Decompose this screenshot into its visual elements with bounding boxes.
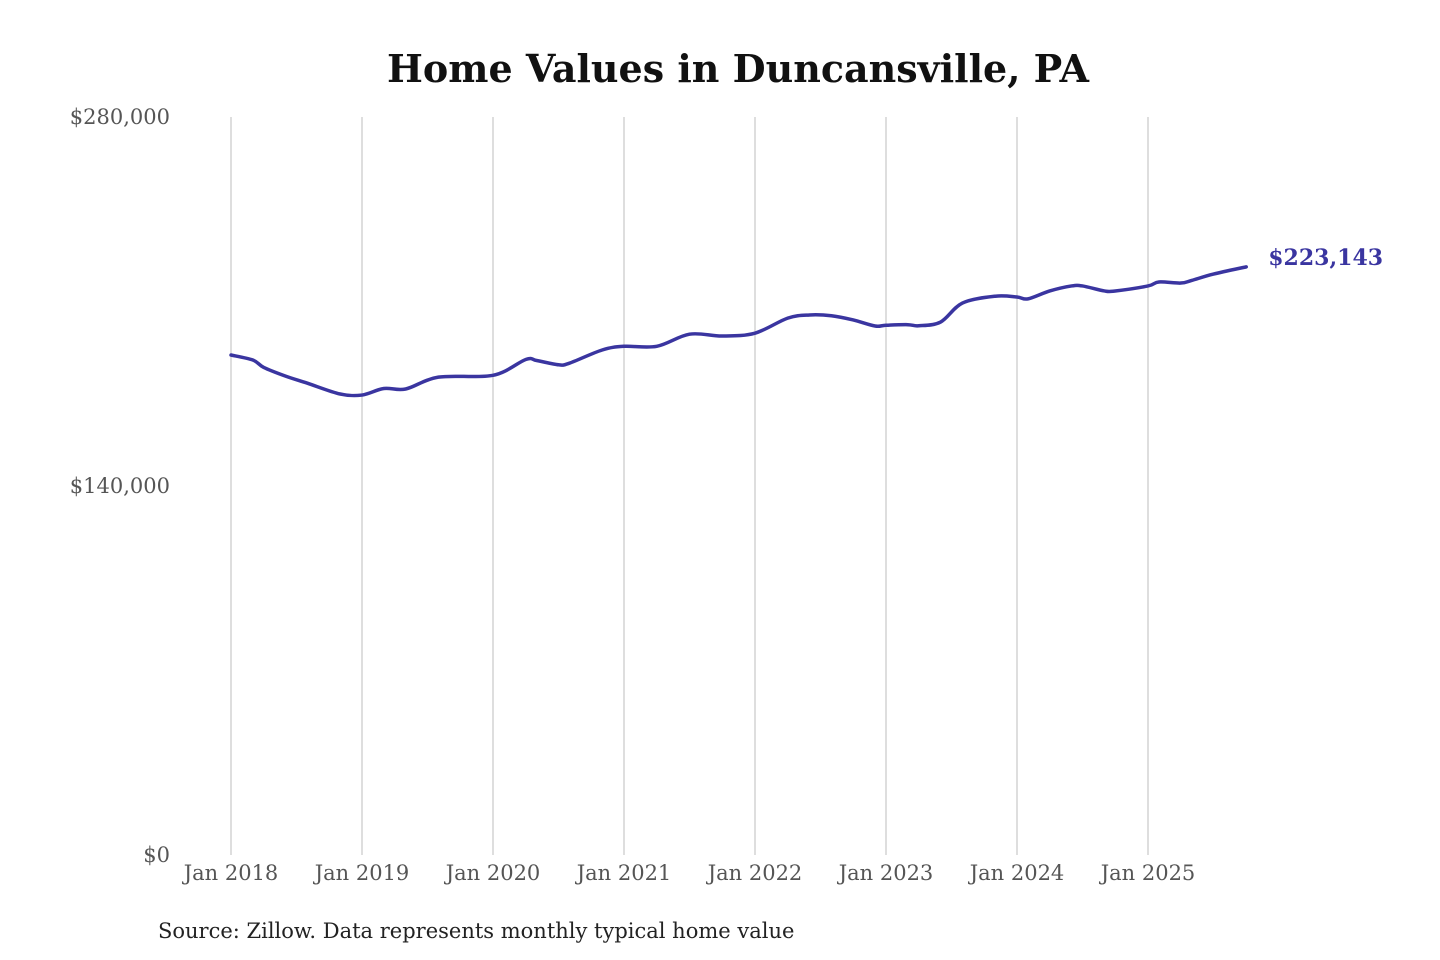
y-axis: $0 $140,000 $280,000: [70, 105, 170, 867]
x-tick-label: Jan 2023: [837, 861, 934, 885]
data-points: [230, 266, 1247, 396]
y-tick-label: $0: [143, 843, 170, 867]
grid-lines: [230, 117, 1149, 855]
x-tick-label: Jan 2018: [182, 861, 279, 885]
y-tick-label: $280,000: [70, 105, 170, 129]
x-tick-label: Jan 2022: [706, 861, 803, 885]
x-tick-label: Jan 2025: [1099, 861, 1196, 885]
x-tick-label: Jan 2020: [444, 861, 541, 885]
source-note: Source: Zillow. Data represents monthly …: [158, 919, 794, 943]
x-axis: Jan 2018 Jan 2019 Jan 2020 Jan 2021 Jan 2022…: [182, 861, 1196, 885]
series-line: [229, 265, 1248, 398]
chart-title: Home Values in Duncansville, PA: [387, 46, 1089, 91]
y-tick-label: $140,000: [70, 474, 170, 498]
x-tick-label: Jan 2019: [313, 861, 410, 885]
end-value-label: $223,143: [1268, 245, 1383, 271]
x-tick-label: Jan 2024: [968, 861, 1065, 885]
x-tick-label: Jan 2021: [575, 861, 672, 885]
